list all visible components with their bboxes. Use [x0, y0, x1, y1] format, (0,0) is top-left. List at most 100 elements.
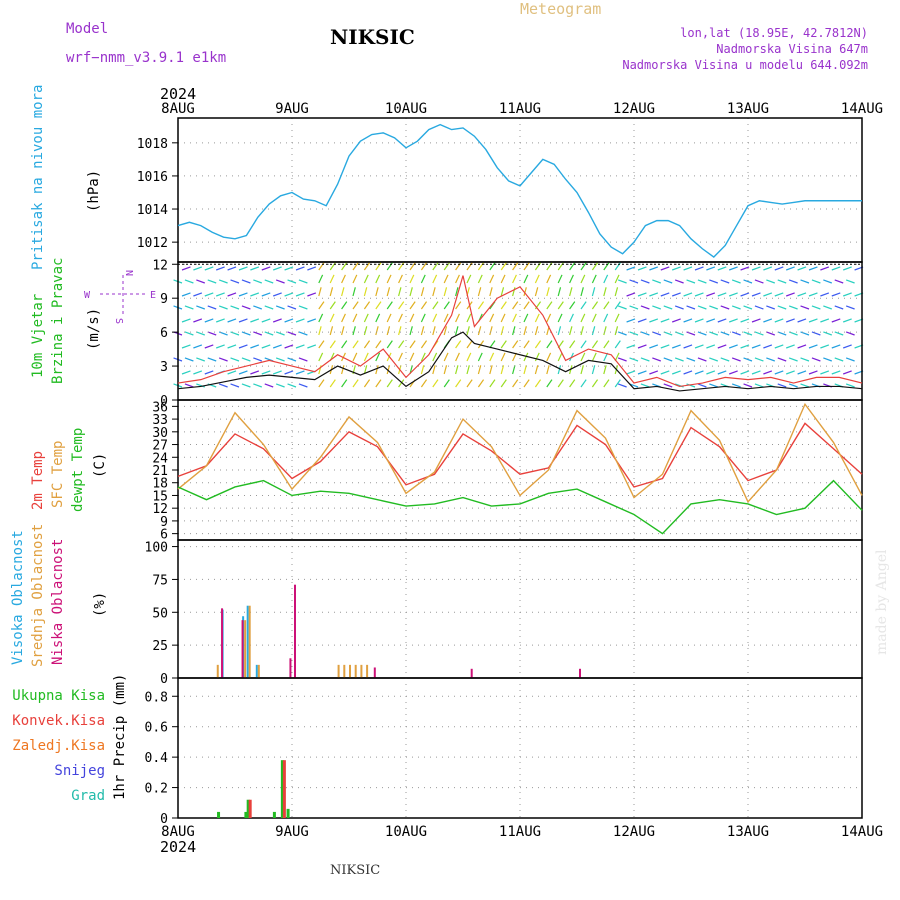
wind-arrow: [580, 352, 586, 362]
wind-arrow: [797, 344, 807, 349]
y-tick-label: 25: [152, 639, 168, 654]
wind-arrow: [443, 352, 449, 362]
panel-frame: [177, 261, 863, 401]
wind-arrow: [845, 305, 855, 310]
wind-arrow: [694, 266, 704, 271]
wind-arrow: [409, 287, 413, 297]
wind-arrow: [706, 370, 716, 375]
wind-arrow: [523, 301, 530, 310]
wind-arrow: [241, 357, 251, 362]
wind-arrow: [842, 292, 852, 297]
wind-arrow: [398, 352, 403, 362]
cloud-bar-low: [579, 668, 581, 678]
wind-arrow: [831, 370, 841, 375]
wind-arrow: [196, 331, 206, 336]
wind-arrow: [181, 318, 191, 323]
wind-arrow: [261, 370, 271, 375]
wind-arrow-field: [173, 262, 864, 388]
pressure-ylabel: Pritisak na nivou mora: [30, 85, 46, 270]
wind-arrow: [443, 262, 450, 271]
wind-arrow: [649, 370, 659, 375]
x-tick-label-top: 9AUG: [275, 101, 309, 117]
wind-arrow: [466, 379, 473, 388]
y-tick-label: 9: [160, 292, 168, 307]
wind-arrow: [420, 287, 425, 297]
wind-arrow: [341, 301, 348, 310]
wind-arrow: [717, 292, 727, 297]
wind-arrow: [811, 331, 821, 336]
wind-arrow: [831, 292, 841, 297]
wind-arrow: [398, 262, 405, 271]
wind-arrow: [743, 305, 753, 310]
precip-bar-total: [217, 811, 221, 818]
wind-arrow: [569, 379, 576, 388]
wind-arrow: [683, 292, 693, 297]
wind-arrow: [614, 287, 619, 297]
wind-arrow: [432, 313, 438, 323]
wind-arrow: [580, 301, 587, 310]
wind-arrow: [196, 279, 206, 284]
wind-arrow: [546, 262, 553, 271]
wind-arrow: [181, 344, 191, 349]
precip-bar-conv: [248, 799, 252, 818]
wind-arrow: [671, 344, 681, 349]
wind-arrow: [295, 370, 305, 375]
wind-arrow: [477, 274, 483, 284]
wind-arrow: [557, 379, 564, 388]
wind-arrow: [785, 318, 795, 323]
wind-arrow: [363, 301, 371, 310]
wind-arrow: [298, 305, 308, 310]
wind-arrow: [227, 370, 237, 375]
wind-arrow: [204, 266, 214, 271]
wind-arrow: [409, 313, 415, 323]
wind-arrow: [660, 344, 670, 349]
wind-arrow: [834, 331, 844, 336]
wind-arrow: [238, 318, 248, 323]
wind-arrow: [386, 274, 392, 284]
wind-arrow: [264, 279, 274, 284]
wind-arrow: [763, 292, 773, 297]
wind-arrow: [341, 313, 346, 323]
temp-unit: (C): [92, 453, 108, 478]
y-tick-label: 6: [160, 326, 168, 341]
wind-arrow: [785, 266, 795, 271]
cloud-bar-mid: [354, 664, 357, 678]
credit-text: made by Angel: [874, 549, 890, 655]
precip-bar-total: [272, 811, 276, 818]
wind-arrow: [754, 279, 764, 284]
wind-arrow: [329, 274, 335, 284]
wind-arrow: [466, 326, 470, 336]
wind-arrow: [534, 287, 539, 297]
wind-arrow: [307, 266, 317, 271]
wind-arrow: [443, 287, 448, 297]
wind-arrow: [766, 357, 776, 362]
wind-arrow: [500, 352, 506, 362]
wind-arrow: [523, 379, 530, 388]
wind-arrow: [652, 279, 662, 284]
wind-arrow: [717, 266, 727, 271]
wind-arrow: [477, 365, 482, 375]
wind-arrow: [238, 292, 248, 297]
wind-arrow: [617, 331, 627, 336]
wind-arrow: [686, 279, 696, 284]
wind-arrow: [697, 357, 707, 362]
wind-arrow: [264, 331, 274, 336]
wind-arrow: [842, 344, 852, 349]
wind-arrow: [740, 292, 750, 297]
wind-arrow: [709, 279, 719, 284]
precip-label-snow: Snijeg: [54, 763, 105, 779]
wind-arrow: [823, 357, 833, 362]
wind-arrow: [352, 301, 359, 310]
wind-arrow: [603, 262, 610, 271]
wind-arrow: [523, 352, 529, 362]
wind-arrow: [500, 313, 506, 323]
cloud-bar-low: [289, 658, 292, 678]
wind-arrow: [731, 279, 741, 284]
wind-arrow: [534, 262, 542, 271]
cloud-bar-low: [241, 620, 244, 678]
wind-arrow: [580, 262, 587, 271]
x-tick-label-top: 11AUG: [499, 101, 541, 117]
wind-arrow: [227, 292, 237, 297]
wind-arrow: [740, 370, 750, 375]
wind-arrow: [512, 301, 519, 310]
